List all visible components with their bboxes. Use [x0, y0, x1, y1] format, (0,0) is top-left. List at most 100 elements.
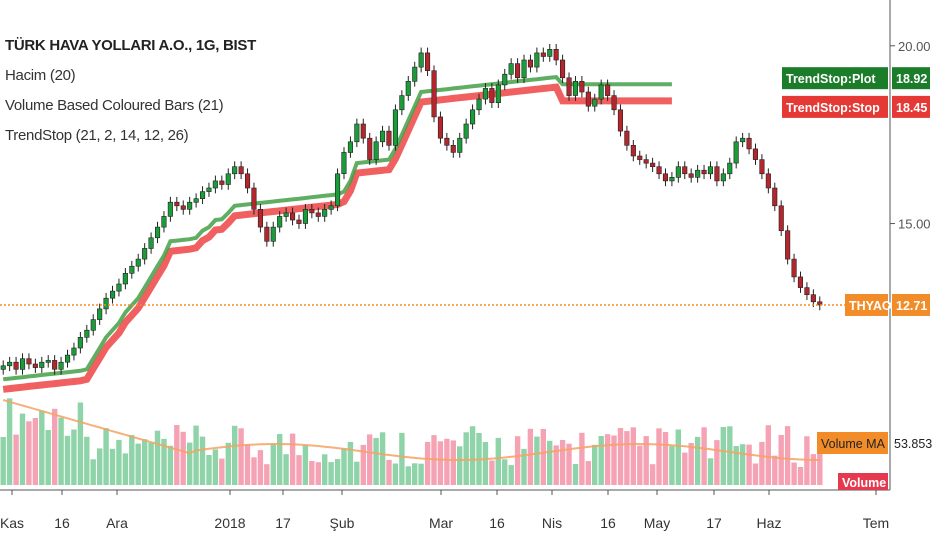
candle-body	[161, 216, 167, 228]
time-tick-label: Nis	[542, 515, 562, 531]
volume-bar	[238, 428, 244, 485]
volume-bar	[142, 439, 148, 485]
volume-bar	[424, 441, 431, 485]
volume-bar	[26, 421, 32, 485]
volume-bar	[64, 435, 71, 485]
candle-body	[289, 212, 296, 221]
candle-body	[714, 166, 720, 182]
volume-bar	[360, 444, 366, 485]
candle-body	[341, 152, 347, 174]
candle-body	[656, 166, 662, 175]
legend-volume[interactable]: Hacim (20)	[5, 67, 76, 84]
candle-body	[283, 212, 289, 217]
candle-body	[759, 159, 765, 175]
candle-body	[373, 141, 379, 160]
candle-body	[302, 209, 309, 224]
trendstop-plot-label-value: 18.92	[896, 72, 927, 86]
candle-body	[187, 201, 193, 210]
candle-body	[135, 258, 141, 267]
legend-trendstop[interactable]: TrendStop (21, 2, 14, 12, 26)	[5, 127, 189, 144]
time-tick-label: Şub	[330, 515, 355, 531]
volume-bar	[733, 446, 739, 485]
volume-bar	[502, 459, 508, 485]
candle-body	[566, 77, 572, 96]
volume-bar	[212, 449, 219, 485]
volume-bar	[71, 429, 77, 485]
candle-body	[71, 347, 77, 356]
last-price-label-value-box	[892, 293, 930, 316]
volume-bar	[469, 426, 476, 485]
candle-body	[662, 173, 669, 182]
candle-body	[444, 137, 450, 146]
volume-bar	[418, 463, 424, 485]
candle-body	[97, 308, 103, 320]
candle-body	[116, 283, 122, 292]
candle-body	[52, 360, 58, 370]
candle-body	[13, 361, 19, 370]
volume-bar	[694, 436, 701, 485]
candle-body	[257, 209, 264, 228]
volume-bar	[251, 457, 257, 485]
volume-bar	[187, 442, 193, 485]
symbol-title[interactable]: TÜRK HAVA YOLLARI A.O., 1G, BIST	[5, 37, 256, 54]
volume-bar	[122, 453, 129, 485]
time-tick-label: Mar	[429, 515, 453, 531]
time-tick-label: 2018	[214, 515, 245, 531]
legend-volume-bars[interactable]: Volume Based Coloured Bars (21)	[5, 97, 224, 114]
candle-body	[624, 130, 630, 146]
candle-body	[0, 365, 6, 370]
trendstop-stop-label-value: 18.45	[896, 101, 927, 115]
candle-body	[592, 98, 598, 107]
volume-bar	[534, 436, 540, 485]
volume-name: Volume	[842, 476, 886, 490]
candle-body	[412, 66, 418, 82]
volume-bar	[791, 462, 797, 485]
volume-bar	[559, 440, 566, 485]
volume-bar	[244, 444, 251, 485]
volume-bar	[206, 455, 212, 485]
candle-body	[772, 187, 778, 207]
time-tick-label: 16	[489, 515, 505, 531]
volume-bar	[97, 448, 103, 485]
volume-bar	[714, 440, 720, 485]
volume-bar	[328, 462, 334, 485]
candle-body	[778, 205, 784, 232]
candle-body	[392, 109, 399, 146]
volume-bar	[199, 436, 206, 485]
volume-ma-line	[2, 399, 820, 461]
candle-body	[122, 272, 128, 285]
candle-body	[547, 48, 553, 57]
candle-body	[26, 358, 32, 365]
candle-body	[682, 166, 688, 175]
volume-bar	[52, 408, 58, 485]
volume-bar	[553, 445, 559, 485]
candle-body	[232, 166, 238, 175]
candle-body	[193, 198, 199, 203]
candle-body	[572, 81, 579, 96]
volume-bar	[302, 445, 309, 485]
volume-bar	[116, 439, 122, 485]
volume-bar	[778, 435, 784, 485]
volume-bar	[759, 441, 765, 485]
volume-bar	[193, 425, 199, 485]
volume-bar	[341, 448, 347, 485]
volume-bar	[277, 434, 283, 485]
candle-body	[785, 230, 791, 260]
candle-body	[155, 226, 161, 239]
candle-body	[553, 48, 559, 61]
candle-body	[482, 88, 489, 100]
volume-bar	[309, 461, 315, 485]
candle-body	[508, 63, 514, 75]
candle-body	[347, 141, 354, 153]
volume-bar	[585, 461, 591, 485]
candle-body	[206, 187, 212, 192]
candle-body	[200, 191, 206, 200]
volume-tag	[838, 473, 888, 490]
candle-body	[707, 166, 714, 175]
volume-bar	[354, 461, 360, 485]
candle-body	[765, 173, 771, 189]
candle-body	[457, 137, 463, 153]
candle-body	[630, 145, 636, 157]
volume-bar	[225, 442, 231, 485]
